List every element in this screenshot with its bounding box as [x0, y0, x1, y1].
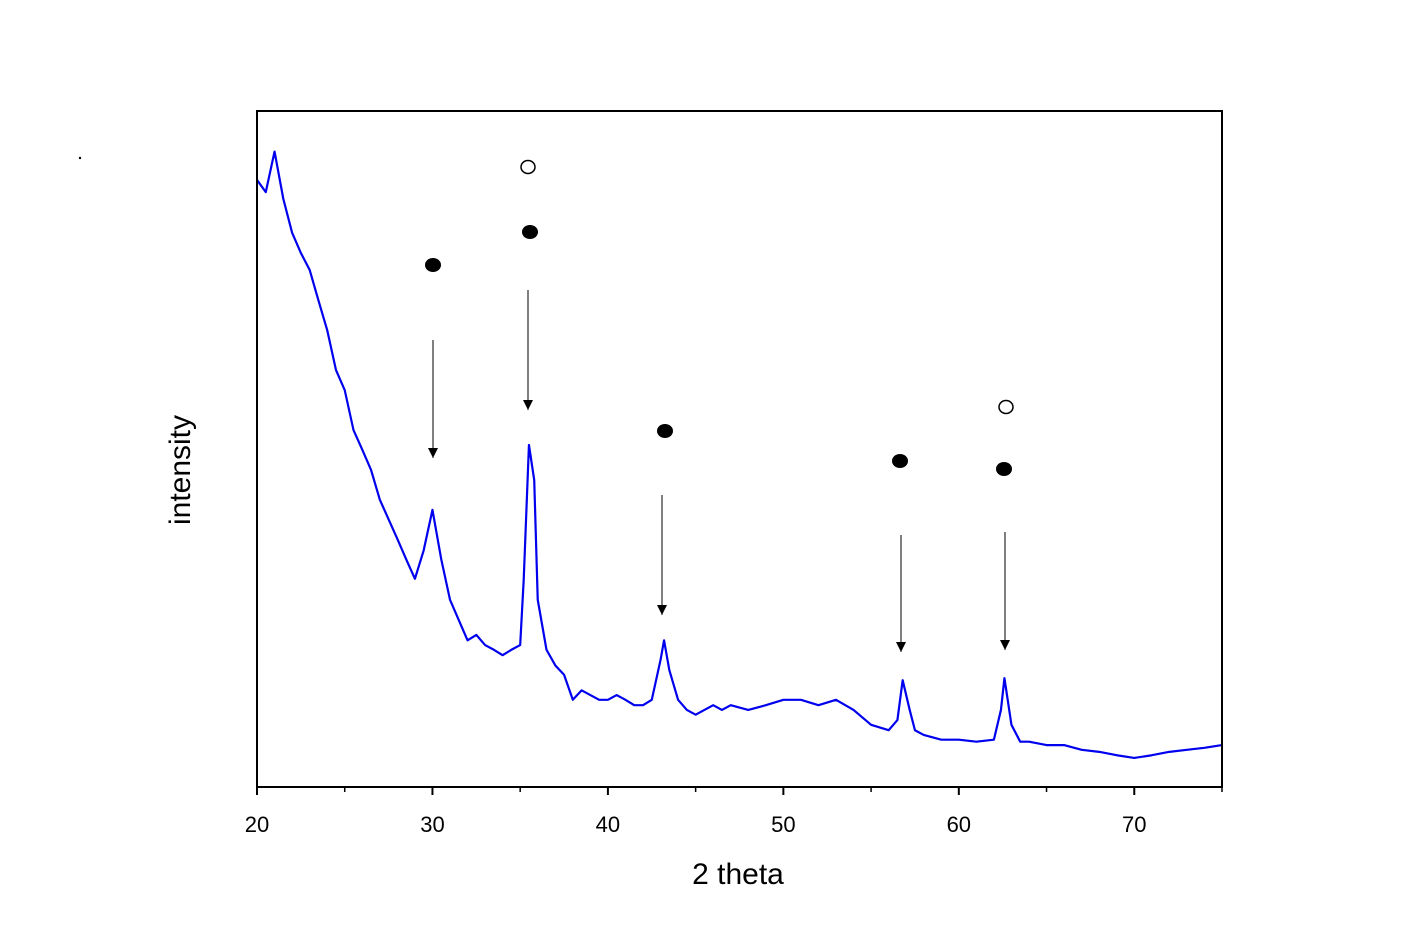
open-marker: [998, 399, 1014, 415]
filled-marker: [996, 462, 1012, 476]
filled-marker: [522, 225, 538, 239]
stray-dot: [78, 156, 82, 160]
phase-markers: [425, 159, 1014, 476]
x-tick-label: 30: [420, 812, 444, 837]
plot-area: [256, 150, 1223, 760]
x-tick-label: 40: [596, 812, 620, 837]
open-marker: [520, 159, 536, 175]
plot-frame: [256, 110, 1223, 788]
x-axis-title: 2 theta: [692, 858, 784, 891]
filled-marker: [892, 454, 908, 468]
filled-marker: [657, 424, 673, 438]
x-tick-label: 60: [947, 812, 971, 837]
y-axis-title: intensity: [164, 415, 197, 525]
x-tick-label: 70: [1122, 812, 1146, 837]
filled-marker: [425, 258, 441, 272]
peak-annotations: [428, 290, 1010, 652]
x-tick-label: 50: [771, 812, 795, 837]
x-tick-label: 20: [245, 812, 269, 837]
xrd-line: [256, 150, 1223, 760]
